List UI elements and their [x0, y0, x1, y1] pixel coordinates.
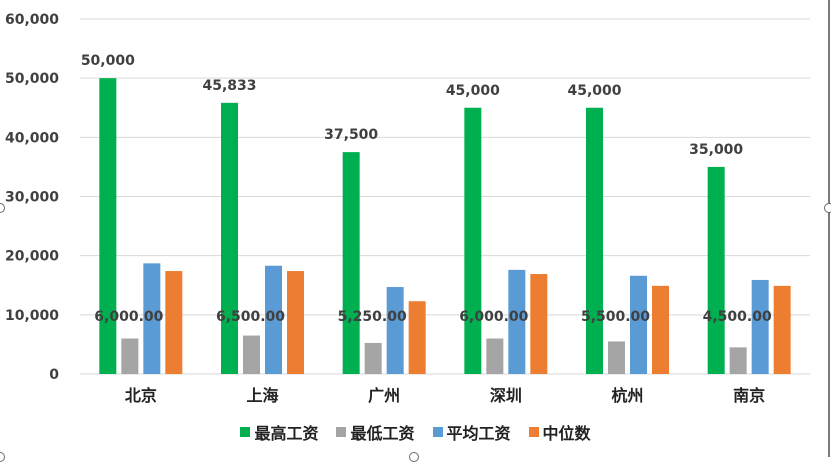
bar[interactable]: [707, 166, 725, 374]
bar[interactable]: [608, 341, 625, 374]
y-tick-label: 20,000: [5, 249, 59, 265]
y-tick-label: 40,000: [5, 130, 59, 146]
legend-swatch: [432, 427, 443, 437]
bar[interactable]: [586, 107, 603, 374]
bar[interactable]: [464, 107, 482, 374]
data-label: 45,000: [567, 83, 621, 99]
data-label: 6,000.00: [459, 309, 528, 325]
data-label: 5,500.00: [581, 309, 650, 325]
chart-legend: 最高工资 最低工资 平均工资 中位数: [0, 420, 831, 444]
data-label: 6,500.00: [216, 309, 285, 325]
x-tick-label: 广州: [368, 386, 400, 405]
y-tick-label: 50,000: [5, 71, 59, 87]
legend-label: 最高工资: [254, 424, 319, 443]
data-label: 5,250.00: [338, 309, 407, 325]
bar[interactable]: [652, 285, 669, 374]
data-label: 37,500: [324, 127, 378, 143]
data-label: 45,000: [446, 83, 500, 99]
x-tick-label: 杭州: [611, 386, 643, 405]
legend-item-max-salary[interactable]: 最高工资: [240, 420, 318, 444]
bar[interactable]: [508, 269, 526, 374]
bar[interactable]: [386, 287, 404, 374]
bar[interactable]: [265, 265, 282, 374]
bar[interactable]: [486, 338, 504, 375]
bars: [99, 78, 791, 375]
bar[interactable]: [530, 274, 548, 374]
y-tick-label: 30,000: [5, 190, 59, 206]
legend-swatch: [240, 427, 251, 437]
data-label: 35,000: [689, 142, 743, 158]
data-label: 6,000.00: [94, 309, 163, 325]
y-axis-labels: 0 10,000 20,000 30,000 40,000 50,000 60,000: [5, 12, 59, 383]
bar[interactable]: [342, 152, 360, 374]
data-label: 45,833: [202, 78, 256, 94]
legend-swatch: [336, 427, 347, 437]
y-tick-label: 0: [49, 367, 59, 383]
data-label: 50,000: [81, 53, 135, 69]
legend-label: 最低工资: [350, 424, 415, 443]
bar[interactable]: [773, 285, 791, 374]
chart-frame-border: [828, 0, 830, 457]
bar[interactable]: [243, 335, 260, 374]
data-label: 4,500.00: [703, 309, 772, 325]
bar[interactable]: [630, 275, 647, 374]
x-tick-label: 上海: [246, 386, 278, 405]
legend-item-min-salary[interactable]: 最低工资: [336, 420, 415, 444]
y-tick-label: 10,000: [5, 308, 59, 324]
x-tick-label: 深圳: [490, 386, 522, 405]
data-labels: 50,000 6,000.00 45,833 6,500.00 37,500 5,250.…: [81, 53, 772, 325]
bar[interactable]: [364, 342, 382, 374]
legend-swatch: [528, 427, 539, 437]
legend-item-median[interactable]: 中位数: [528, 420, 591, 444]
x-tick-label: 北京: [125, 386, 157, 405]
gridlines: [80, 18, 810, 375]
bar[interactable]: [408, 301, 426, 374]
bar[interactable]: [99, 78, 117, 375]
x-tick-label: 南京: [733, 386, 765, 405]
bar[interactable]: [165, 271, 183, 374]
x-axis-labels: 北京 上海 广州 深圳 杭州 南京: [125, 386, 765, 405]
resize-handle-bottom[interactable]: [409, 452, 419, 462]
bar[interactable]: [143, 263, 161, 374]
legend-item-avg-salary[interactable]: 平均工资: [432, 420, 511, 444]
y-tick-label: 60,000: [5, 12, 59, 28]
resize-handle-bottom-left[interactable]: [0, 452, 5, 462]
legend-label: 平均工资: [446, 424, 511, 443]
bar[interactable]: [751, 279, 769, 374]
bar[interactable]: [221, 102, 238, 375]
resize-handle-right[interactable]: [824, 203, 831, 213]
bar[interactable]: [729, 347, 747, 374]
bar[interactable]: [287, 271, 304, 374]
legend-label: 中位数: [542, 424, 591, 443]
bar[interactable]: [121, 338, 139, 375]
